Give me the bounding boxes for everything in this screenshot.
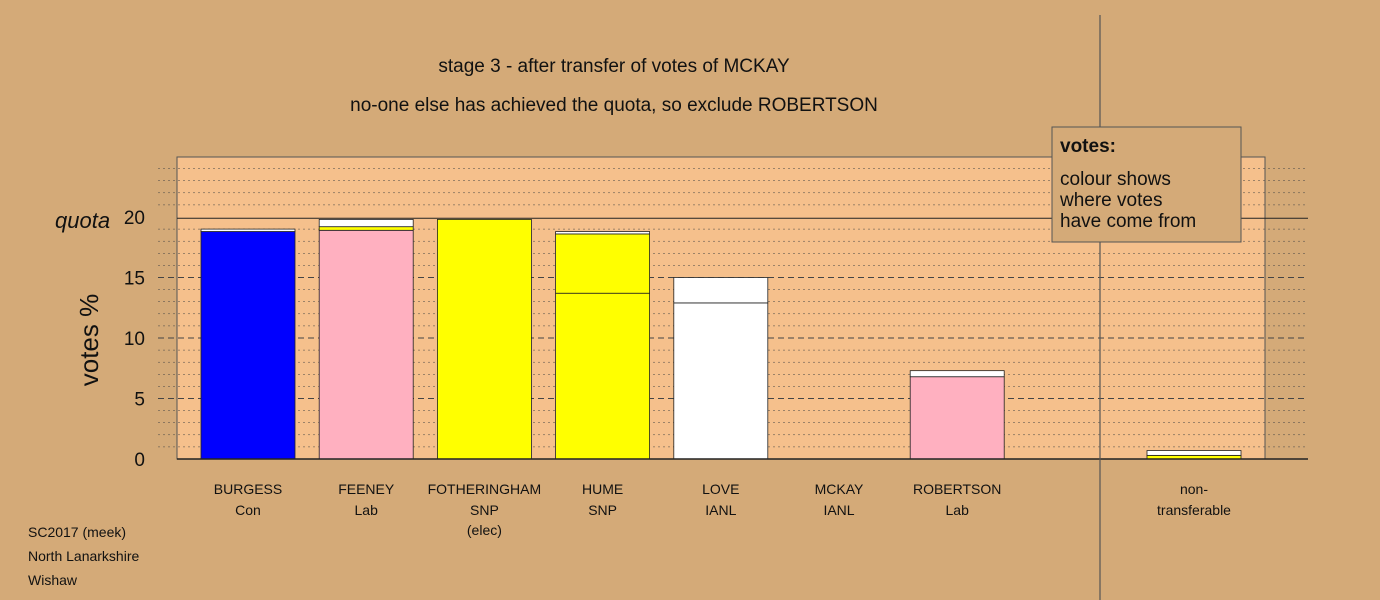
bar-fotheringham-segment: [436, 219, 532, 460]
party-label-feeney: Lab: [355, 502, 379, 518]
x-label-feeney: FEENEY: [338, 481, 395, 497]
bar-feeney-segment: [318, 226, 414, 231]
x-label-burgess: BURGESS: [214, 481, 282, 497]
quota-label: quota: [55, 208, 110, 233]
party-label-fotheringham: SNP: [470, 502, 499, 518]
y-tick-label: 5: [134, 390, 145, 411]
y-axis-label: votes %: [74, 294, 104, 387]
y-tick-label: 15: [124, 269, 145, 290]
chart-subtitle: no-one else has achieved the quota, so e…: [350, 95, 878, 116]
x-label-robertson: ROBERTSON: [913, 481, 1001, 497]
bar-feeney-segment: [318, 219, 414, 228]
footer-line-3: Wishaw: [28, 572, 78, 588]
bar-hume-segment: [555, 233, 650, 294]
note-label-fotheringham: (elec): [467, 522, 502, 538]
legend-line-2: where votes: [1059, 190, 1162, 211]
party-label-hume: SNP: [588, 502, 617, 518]
legend-box: votes: colour shows where votes have com…: [1051, 126, 1242, 243]
bar-hume-segment: [555, 231, 650, 235]
bars-group: [200, 219, 1242, 460]
chart-title: stage 3 - after transfer of votes of MCK…: [438, 56, 790, 77]
party-label-robertson: Lab: [946, 502, 970, 518]
x-label-fotheringham: FOTHERINGHAM: [428, 481, 542, 497]
party-label-mckay: IANL: [823, 502, 854, 518]
bar-love-segment: [673, 302, 769, 460]
bar-robertson-segment: [909, 376, 1005, 460]
bar-burgess-segment: [200, 228, 296, 232]
bar-nontransferable-segment: [1146, 450, 1242, 456]
legend-line-3: have come from: [1060, 211, 1196, 232]
y-axis: 0 5 10 15 20: [124, 208, 145, 471]
party-label-love: IANL: [705, 502, 736, 518]
bar-hume-segment: [555, 292, 650, 460]
bar-burgess-segment: [200, 231, 296, 460]
footer-line-2: North Lanarkshire: [28, 548, 139, 564]
footer-line-1: SC2017 (meek): [28, 524, 126, 540]
bar-love-segment: [673, 277, 769, 304]
x-label-love: LOVE: [702, 481, 739, 497]
y-tick-label: 10: [124, 329, 145, 350]
legend-line-1: colour shows: [1060, 169, 1171, 190]
bar-feeney-segment: [318, 229, 414, 460]
x-axis-labels: BURGESS Con FEENEY Lab FOTHERINGHAM SNP (elec)…: [214, 481, 1231, 538]
x-label-nontransferable-2: transferable: [1157, 502, 1231, 518]
x-label-mckay: MCKAY: [815, 481, 864, 497]
y-tick-label: 0: [134, 450, 145, 471]
y-tick-label: 20: [124, 208, 145, 229]
party-label-burgess: Con: [235, 502, 261, 518]
legend-title: votes:: [1060, 136, 1116, 157]
bar-robertson-segment: [909, 370, 1005, 378]
x-label-hume: HUME: [582, 481, 623, 497]
x-label-nontransferable-1: non-: [1180, 481, 1208, 497]
legend-frame: [1051, 126, 1242, 243]
